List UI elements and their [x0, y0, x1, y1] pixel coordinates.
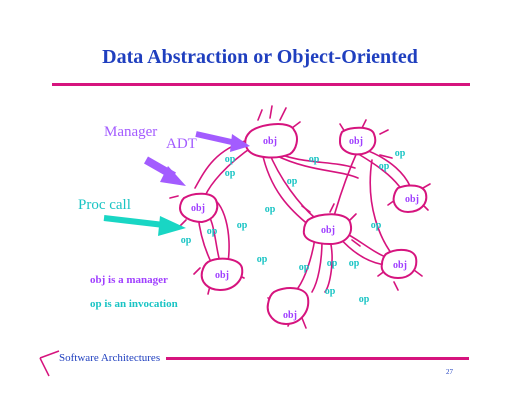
obj-label: obj [405, 194, 419, 205]
connector [301, 203, 361, 247]
footer-rule [166, 357, 469, 360]
adt-callout: ADT [166, 136, 197, 152]
op-label: op [395, 148, 406, 159]
op-label: op [207, 226, 218, 237]
connector [227, 105, 301, 143]
footer-title: Software Architectures [59, 352, 161, 364]
obj-node [266, 287, 310, 326]
manager-callout: Manager [104, 124, 157, 140]
op-label: op [327, 258, 338, 269]
obj-label: obj [321, 225, 335, 236]
op-label: op [257, 254, 268, 265]
legend-op: op is an invocation [90, 298, 178, 310]
legend-obj: obj is a manager [90, 274, 168, 286]
manager-arrow [144, 156, 186, 186]
op-label: op [265, 204, 276, 215]
obj-node [392, 184, 428, 214]
op-label: op [349, 258, 360, 269]
connector [204, 144, 256, 197]
connector [311, 239, 323, 293]
title-rule [52, 83, 470, 86]
connector [297, 237, 316, 289]
proc-call-arrow [103, 215, 186, 236]
connector [267, 149, 316, 219]
op-label: op [371, 220, 382, 231]
op-label: op [237, 220, 248, 231]
op-label: op [287, 176, 298, 187]
obj-node [178, 192, 219, 224]
obj-node [200, 257, 244, 292]
op-label: op [181, 235, 192, 246]
obj-label: obj [393, 260, 407, 271]
op-label: op [325, 286, 336, 297]
adt-arrow [195, 131, 250, 152]
slide-title: Data Abstraction or Object-Oriented [102, 46, 418, 68]
connector [331, 149, 359, 223]
connector [369, 159, 396, 259]
op-label: op [299, 262, 310, 273]
obj-label: obj [191, 203, 205, 214]
connector [339, 119, 393, 159]
obj-label: obj [263, 136, 277, 147]
connector [261, 151, 311, 227]
connector [365, 149, 411, 187]
op-label: op [359, 294, 370, 305]
page-number: 27 [446, 368, 453, 376]
op-label: op [225, 154, 236, 165]
obj-node [302, 213, 352, 246]
obj-node [338, 126, 377, 156]
proc-call-callout: Proc call [78, 197, 131, 213]
connector [324, 239, 333, 293]
obj-label: obj [349, 136, 363, 147]
obj-node [380, 248, 418, 280]
op-label: op [309, 154, 320, 165]
op-label: op [225, 168, 236, 179]
obj-label: obj [215, 270, 229, 281]
footer-bracket [39, 350, 60, 377]
obj-label: obj [283, 310, 297, 321]
op-label: op [379, 161, 390, 172]
connector [274, 154, 359, 179]
